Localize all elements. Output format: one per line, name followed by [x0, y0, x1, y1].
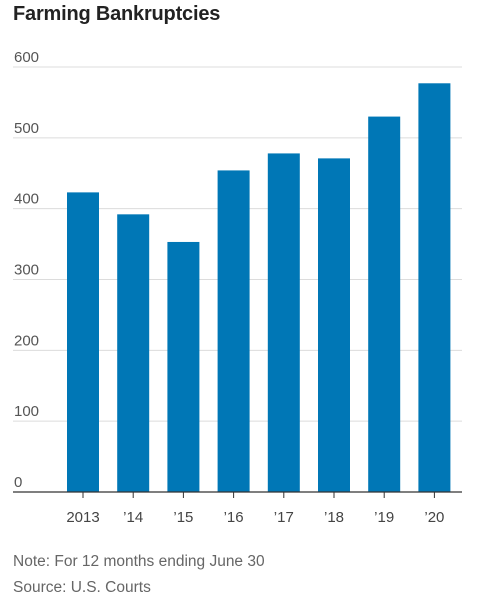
bars	[67, 83, 451, 493]
chart-title: Farming Bankruptcies	[13, 3, 221, 25]
bar-chart: 0 100 200 300 400 500 600 2013 ’14 ’15 ’16 ’17 ’18 ’…	[13, 49, 462, 526]
x-tick-label: ’18	[324, 509, 344, 526]
y-tick-label: 300	[14, 262, 39, 279]
y-tick-label: 0	[14, 474, 22, 491]
y-tick-label: 400	[14, 191, 39, 208]
bar-2	[167, 241, 200, 492]
x-tick-label: ’20	[424, 509, 444, 526]
bar-5	[318, 158, 350, 492]
bar-7	[418, 83, 451, 493]
bar-4	[267, 153, 300, 492]
x-tick-label: ’19	[374, 509, 394, 526]
y-tick-label: 500	[14, 120, 39, 137]
bar-3	[217, 170, 250, 492]
x-axis: 2013 ’14 ’15 ’16 ’17 ’18 ’19 ’20	[13, 491, 462, 526]
chart-source: Source: U.S. Courts	[13, 579, 151, 596]
y-tick-label: 200	[14, 332, 39, 349]
bar-6	[368, 116, 401, 492]
y-tick-label: 100	[14, 403, 39, 420]
x-tick-label: ’15	[173, 509, 193, 526]
x-tick-label: ’16	[224, 509, 244, 526]
x-tick-label: ’14	[123, 509, 143, 526]
bar-1	[117, 214, 150, 493]
y-tick-label: 600	[14, 49, 39, 66]
bar-0	[67, 192, 99, 492]
x-tick-label: 2013	[66, 509, 99, 526]
chart-note: Note: For 12 months ending June 30	[13, 553, 265, 570]
x-tick-label: ’17	[274, 509, 294, 526]
